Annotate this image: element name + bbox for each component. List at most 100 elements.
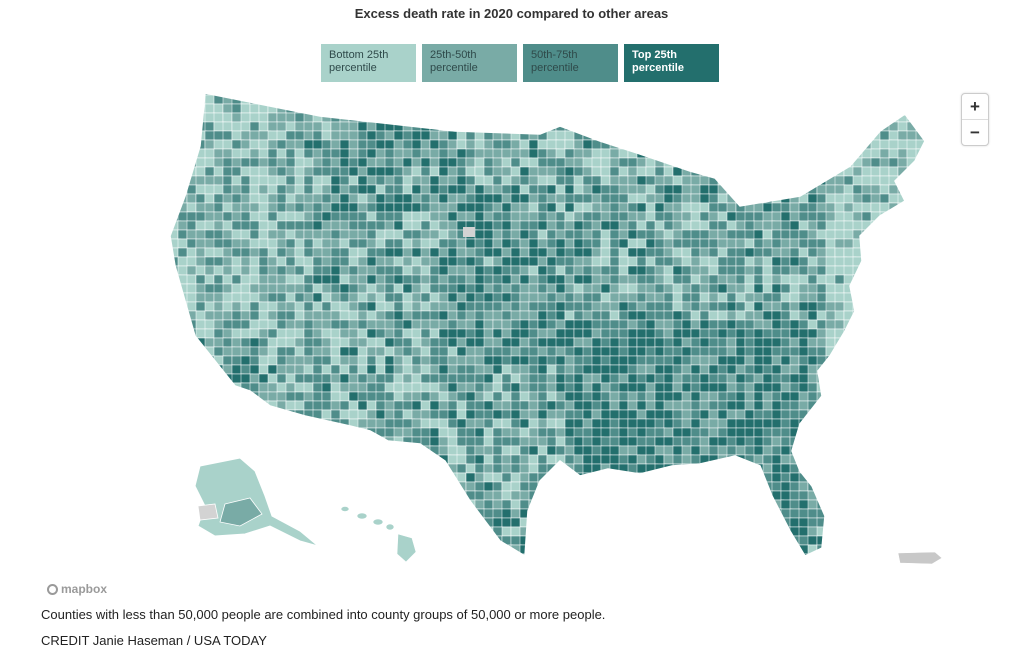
county-tile[interactable]: [483, 490, 495, 501]
county-tile[interactable]: [240, 193, 251, 204]
county-tile[interactable]: [600, 337, 612, 348]
county-tile[interactable]: [249, 166, 261, 177]
county-tile[interactable]: [501, 499, 513, 510]
county-tile[interactable]: [402, 382, 414, 393]
county-tile[interactable]: [591, 202, 602, 213]
county-tile[interactable]: [780, 202, 791, 213]
county-tile[interactable]: [825, 202, 836, 213]
county-tile[interactable]: [870, 202, 881, 213]
county-tile[interactable]: [600, 400, 611, 411]
county-tile[interactable]: [492, 310, 504, 321]
county-tile[interactable]: [465, 247, 477, 258]
county-tile[interactable]: [771, 229, 782, 240]
county-tile[interactable]: [267, 364, 278, 375]
county-tile[interactable]: [591, 238, 602, 249]
county-tile[interactable]: [438, 139, 450, 150]
county-tile[interactable]: [636, 346, 647, 357]
county-tile[interactable]: [456, 454, 468, 465]
county-tile[interactable]: [618, 202, 629, 213]
county-tile[interactable]: [735, 355, 746, 366]
county-tile[interactable]: [339, 238, 351, 249]
county-tile[interactable]: [303, 247, 315, 258]
county-tile[interactable]: [312, 328, 323, 339]
county-tile[interactable]: [213, 274, 224, 285]
county-tile[interactable]: [780, 229, 791, 240]
county-tile[interactable]: [321, 283, 333, 294]
county-tile[interactable]: [249, 382, 260, 393]
county-tile[interactable]: [753, 265, 764, 276]
county-tile[interactable]: [474, 346, 486, 357]
county-tile[interactable]: [186, 247, 197, 258]
county-tile[interactable]: [591, 157, 602, 168]
county-tile[interactable]: [681, 391, 693, 402]
county-tile[interactable]: [285, 373, 297, 384]
county-tile[interactable]: [339, 175, 351, 186]
county-tile[interactable]: [492, 148, 503, 159]
county-tile[interactable]: [429, 346, 441, 357]
county-tile[interactable]: [249, 274, 260, 285]
county-tile[interactable]: [762, 382, 774, 393]
county-tile[interactable]: [816, 346, 827, 357]
county-tile[interactable]: [780, 211, 792, 222]
county-tile[interactable]: [195, 157, 207, 168]
county-tile[interactable]: [474, 175, 486, 186]
county-tile[interactable]: [384, 247, 396, 258]
county-tile[interactable]: [771, 301, 783, 312]
county-tile[interactable]: [519, 229, 530, 240]
county-tile[interactable]: [267, 310, 278, 321]
county-tile[interactable]: [258, 184, 269, 195]
county-tile[interactable]: [429, 256, 441, 267]
county-tile[interactable]: [375, 175, 386, 186]
county-tile[interactable]: [627, 166, 639, 177]
county-tile[interactable]: [474, 301, 485, 312]
county-tile[interactable]: [465, 292, 476, 303]
county-tile[interactable]: [654, 301, 666, 312]
county-tile[interactable]: [663, 238, 674, 249]
county-tile[interactable]: [555, 445, 566, 456]
county-tile[interactable]: [366, 211, 378, 222]
county-tile[interactable]: [429, 148, 441, 159]
county-tile[interactable]: [510, 355, 521, 366]
county-tile[interactable]: [267, 265, 279, 276]
county-tile[interactable]: [681, 346, 693, 357]
county-tile[interactable]: [528, 157, 540, 168]
county-tile[interactable]: [726, 202, 737, 213]
county-tile[interactable]: [672, 202, 683, 213]
county-tile[interactable]: [330, 373, 342, 384]
county-tile[interactable]: [672, 292, 684, 303]
county-tile[interactable]: [762, 337, 774, 348]
county-tile[interactable]: [231, 292, 243, 303]
county-tile[interactable]: [420, 211, 431, 222]
county-tile[interactable]: [825, 265, 837, 276]
county-tile[interactable]: [285, 364, 296, 375]
county-tile[interactable]: [303, 229, 314, 240]
county-tile[interactable]: [636, 157, 647, 168]
county-tile[interactable]: [303, 274, 314, 285]
county-tile[interactable]: [519, 346, 531, 357]
county-map-svg[interactable]: [0, 86, 1023, 591]
county-tile[interactable]: [663, 382, 674, 393]
county-tile[interactable]: [564, 238, 575, 249]
county-tile[interactable]: [753, 436, 765, 447]
county-tile[interactable]: [213, 193, 225, 204]
county-tile[interactable]: [195, 247, 206, 258]
county-tile[interactable]: [672, 229, 684, 240]
county-tile[interactable]: [519, 148, 531, 159]
county-tile[interactable]: [600, 319, 612, 330]
county-tile[interactable]: [411, 328, 422, 339]
county-tile[interactable]: [321, 121, 332, 132]
county-tile[interactable]: [564, 373, 575, 384]
county-tile[interactable]: [555, 238, 567, 249]
county-tile[interactable]: [402, 319, 413, 330]
county-tile[interactable]: [888, 157, 899, 168]
county-tile[interactable]: [402, 139, 414, 150]
county-tile[interactable]: [357, 382, 368, 393]
county-tile[interactable]: [798, 400, 810, 411]
county-tile[interactable]: [303, 256, 314, 267]
county-tile[interactable]: [240, 139, 251, 150]
county-tile[interactable]: [375, 409, 386, 420]
county-tile[interactable]: [303, 346, 315, 357]
county-tile[interactable]: [825, 301, 837, 312]
county-tile[interactable]: [798, 499, 810, 510]
county-tile[interactable]: [249, 148, 261, 159]
